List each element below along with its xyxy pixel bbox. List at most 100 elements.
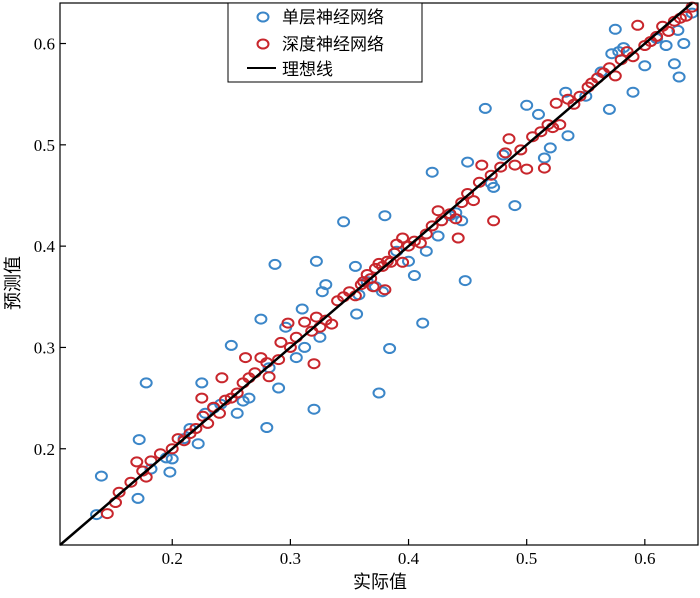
single-layer-point-26 [289, 352, 303, 364]
deep-network-point-30 [272, 354, 286, 366]
deep-network-point-41 [325, 318, 339, 330]
deep-network-point-83 [520, 163, 534, 175]
deep-network-point-70 [451, 232, 465, 244]
single-layer-point-12 [195, 377, 209, 389]
ideal-line [59, 2, 693, 546]
deep-network-point-32 [281, 317, 295, 329]
single-layer-point-31 [313, 331, 327, 343]
x-tick-label-0: 0.2 [162, 549, 183, 568]
single-layer-point-79 [671, 24, 685, 36]
single-layer-point-59 [496, 149, 510, 161]
deep-network-point-69 [449, 213, 463, 225]
single-layer-point-2 [131, 492, 145, 504]
deep-network-point-79 [498, 147, 512, 159]
ticks-layer: 0.2 0.3 0.4 0.5 0.6 0.2 0.3 0.4 0.5 0.6 [34, 35, 656, 568]
single-layer-point-4 [139, 377, 153, 389]
single-layer-point-58 [487, 181, 501, 193]
deep-network-point-80 [502, 133, 516, 145]
single-layer-point-8 [165, 453, 179, 465]
single-layer-point-45 [402, 255, 415, 267]
deep-network-point-59 [396, 232, 410, 244]
single-layer-point-46 [407, 270, 421, 281]
single-layer-point-19 [242, 392, 256, 404]
single-layer-point-64 [543, 142, 557, 154]
single-layer-point-65 [559, 86, 573, 98]
deep-network-point-65 [425, 220, 439, 232]
deep-network-point-63 [413, 237, 427, 249]
deep-network-point-82 [514, 144, 528, 156]
y-tick-label-4: 0.6 [34, 35, 55, 54]
deep-network-point-33 [283, 341, 297, 353]
single-layer-point-28 [298, 341, 312, 353]
single-layer-point-7 [163, 466, 177, 478]
deep-network-point-11 [177, 435, 191, 447]
single-layer-point-61 [520, 99, 534, 111]
single-layer-point-74 [626, 86, 640, 98]
legend-marker-deep [256, 38, 270, 50]
single-layer-point-55 [461, 156, 475, 168]
single-layer-point-21 [260, 422, 274, 433]
single-layer-point-48 [419, 245, 433, 257]
deep-network-point-76 [484, 169, 498, 181]
x-tick-label-4: 0.6 [634, 549, 655, 568]
deep-network-point-22 [230, 387, 244, 399]
single-layer-point-1 [94, 470, 108, 482]
deep-network-point-24 [239, 352, 252, 364]
single-layer-point-20 [254, 313, 268, 325]
deep-network-point-75 [475, 159, 489, 171]
deep-network-point-31 [274, 336, 288, 348]
single-layer-point-50 [431, 230, 445, 242]
single-layer-point-29 [307, 403, 321, 415]
deep-network-point-3 [124, 476, 138, 488]
single-layer-point-77 [659, 40, 673, 51]
single-layer-point-41 [376, 286, 389, 298]
single-layer-point-35 [348, 260, 362, 272]
deep-network-point-111 [679, 10, 693, 22]
single-layer-point-49 [425, 166, 439, 178]
single-layer-point-17 [230, 407, 244, 419]
deep-network-point-90 [553, 119, 567, 131]
single-layer-point-40 [372, 387, 386, 399]
deep-network-point-99 [608, 70, 622, 82]
deep-network-point-71 [455, 197, 469, 209]
y-axis-label: 预测值 [3, 256, 24, 310]
single-layer-point-54 [458, 275, 472, 287]
deep-network-point-62 [407, 235, 421, 247]
single-layer-point-42 [378, 210, 392, 222]
legend: 单层神经网络 深度神经网络 理想线 [227, 2, 423, 83]
deep-network-point-86 [537, 162, 551, 174]
single-layer-point-11 [191, 438, 205, 450]
deep-network-point-72 [461, 188, 475, 199]
deep-network-point-73 [467, 195, 480, 207]
single-layer-point-52 [449, 207, 463, 219]
deep-network-point-77 [487, 215, 501, 227]
deep-network-point-35 [298, 316, 312, 328]
x-tick-label-3: 0.5 [516, 549, 537, 568]
single-layer-point-30 [309, 255, 323, 267]
single-layer-point-33 [319, 279, 333, 291]
deep-network-point-13 [189, 423, 203, 434]
deep-network-point-50 [366, 281, 380, 293]
deep-network-point-60 [396, 256, 410, 268]
deep-network-point-2 [112, 486, 126, 498]
deep-network-point-0 [100, 508, 114, 520]
deep-network-point-4 [130, 456, 144, 468]
deep-network-point-9 [165, 443, 179, 455]
x-tick-label-2: 0.4 [398, 549, 420, 568]
y-tick-label-0: 0.2 [34, 440, 55, 459]
single-layer-point-16 [224, 339, 238, 351]
single-layer-point-56 [478, 102, 492, 114]
single-layer-point-66 [561, 130, 575, 142]
single-layer-point-80 [672, 71, 686, 83]
deep-network-point-85 [534, 126, 548, 138]
x-tick-label-1: 0.3 [280, 549, 301, 568]
single-layer-point-24 [272, 382, 286, 394]
single-layer-point-27 [295, 303, 309, 315]
y-tick-label-2: 0.4 [34, 237, 56, 256]
x-axis-label: 实际值 [353, 572, 407, 593]
single-layer-point-70 [605, 48, 619, 60]
deep-network-point-89 [549, 97, 563, 109]
single-layer-point-47 [416, 317, 430, 329]
deep-network-point-19 [215, 372, 229, 384]
deep-network-point-103 [631, 19, 645, 31]
